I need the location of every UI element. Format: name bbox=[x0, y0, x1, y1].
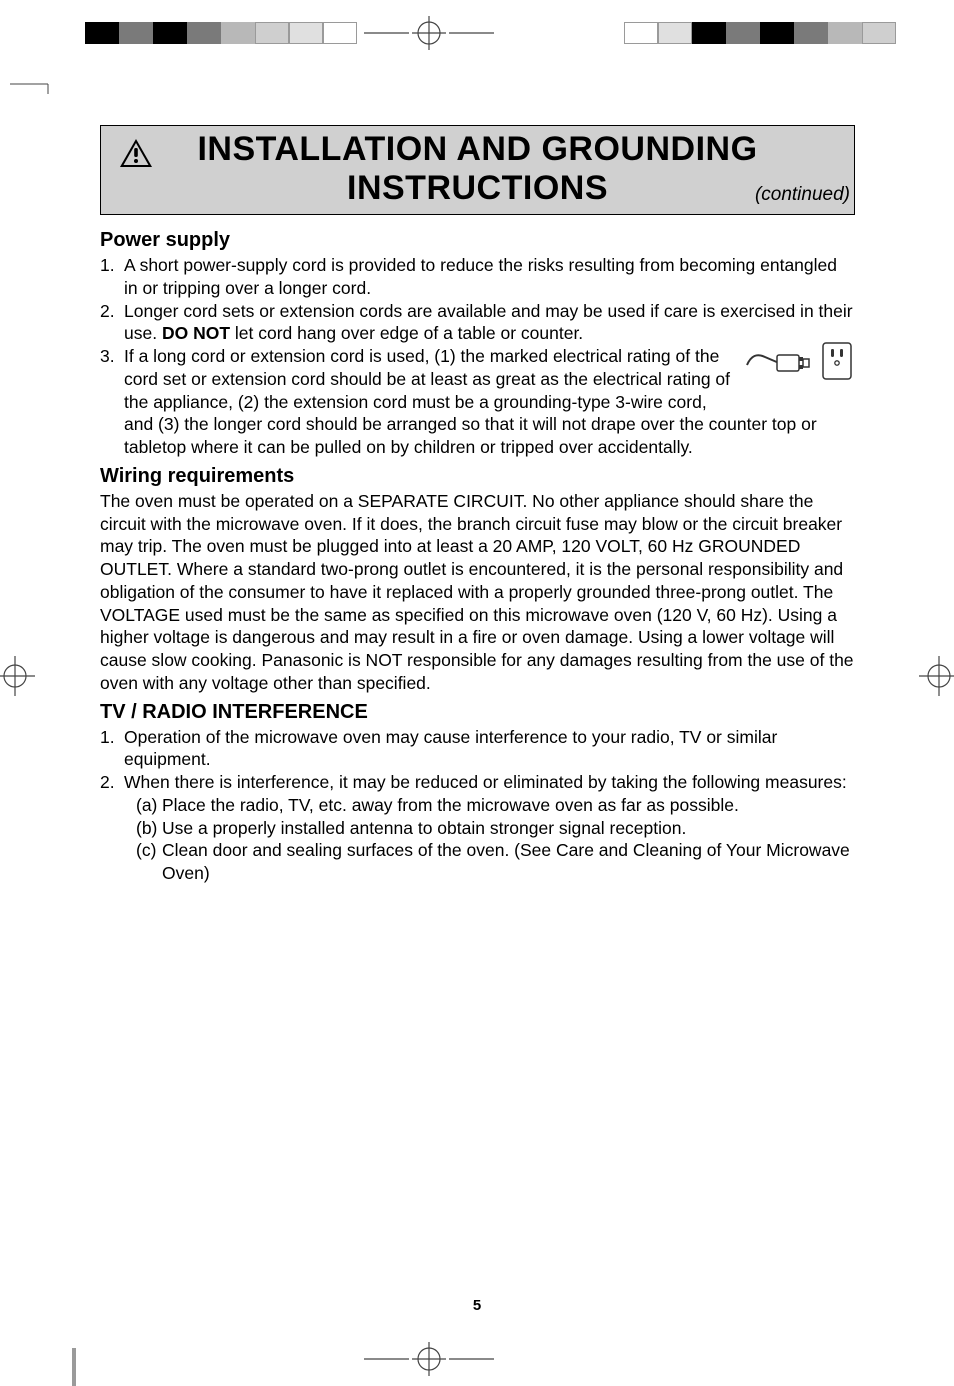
sublist-item: (c) Clean door and sealing surfaces of th… bbox=[136, 839, 855, 885]
interference-heading: TV / RADIO INTERFERENCE bbox=[100, 701, 855, 724]
warning-icon bbox=[119, 138, 153, 173]
continued-label: (continued) bbox=[755, 184, 850, 206]
color-swatch-bar-right bbox=[624, 22, 896, 44]
registration-mark-top bbox=[364, 16, 494, 50]
color-swatch bbox=[658, 22, 692, 44]
color-swatch bbox=[794, 22, 828, 44]
color-swatch bbox=[726, 22, 760, 44]
list-item-text: If a long cord or extension cord is used… bbox=[124, 346, 817, 457]
color-swatch bbox=[221, 22, 255, 44]
color-swatch bbox=[85, 22, 119, 44]
list-item: A short power-supply cord is provided to… bbox=[100, 254, 855, 300]
bold-phrase: DO NOT bbox=[162, 323, 230, 343]
color-swatch bbox=[323, 22, 357, 44]
page-content: INSTALLATION AND GROUNDING INSTRUCTIONS … bbox=[100, 125, 855, 885]
wiring-heading: Wiring requirements bbox=[100, 465, 855, 488]
page-number: 5 bbox=[0, 1297, 954, 1314]
sublist-text: Clean door and sealing surfaces of the o… bbox=[162, 840, 850, 883]
list-item: When there is interference, it may be re… bbox=[100, 771, 855, 885]
sublist-text: Place the radio, TV, etc. away from the … bbox=[162, 795, 739, 815]
list-item-text: Operation of the microwave oven may caus… bbox=[124, 727, 777, 770]
list-item: If a long cord or extension cord is used… bbox=[100, 345, 855, 459]
shadow-mark bbox=[72, 1348, 76, 1386]
section-title: INSTALLATION AND GROUNDING INSTRUCTIONS bbox=[109, 130, 846, 208]
registration-mark-bottom bbox=[364, 1342, 494, 1376]
color-swatch-bar-left bbox=[85, 22, 357, 44]
list-item-text: Longer cord sets or extension cords are … bbox=[124, 301, 853, 344]
power-supply-heading: Power supply bbox=[100, 229, 855, 252]
color-swatch bbox=[119, 22, 153, 44]
color-swatch bbox=[255, 22, 289, 44]
color-swatch bbox=[187, 22, 221, 44]
sublist-marker: (c) bbox=[136, 839, 156, 862]
list-item: Operation of the microwave oven may caus… bbox=[100, 726, 855, 772]
registration-mark-right bbox=[919, 656, 954, 696]
interference-list: Operation of the microwave oven may caus… bbox=[100, 726, 855, 885]
list-item-text: A short power-supply cord is provided to… bbox=[124, 255, 837, 298]
color-swatch bbox=[862, 22, 896, 44]
registration-mark-left bbox=[0, 656, 35, 696]
printer-marks-top bbox=[0, 22, 954, 44]
title-line-1: INSTALLATION AND GROUNDING bbox=[197, 130, 757, 168]
crop-mark-icon bbox=[10, 44, 60, 94]
sublist-marker: (a) bbox=[136, 794, 157, 817]
color-swatch bbox=[624, 22, 658, 44]
color-swatch bbox=[828, 22, 862, 44]
section-header: INSTALLATION AND GROUNDING INSTRUCTIONS … bbox=[100, 125, 855, 215]
sublist-item: (b)Use a properly installed antenna to o… bbox=[136, 817, 855, 840]
power-supply-list: A short power-supply cord is provided to… bbox=[100, 254, 855, 459]
sublist-item: (a)Place the radio, TV, etc. away from t… bbox=[136, 794, 855, 817]
plug-outlet-icon bbox=[745, 337, 855, 391]
title-line-2: INSTRUCTIONS bbox=[347, 169, 608, 207]
sublist-text: Use a properly installed antenna to obta… bbox=[162, 818, 686, 838]
color-swatch bbox=[153, 22, 187, 44]
wiring-body: The oven must be operated on a SEPARATE … bbox=[100, 490, 855, 695]
color-swatch bbox=[760, 22, 794, 44]
list-item: Longer cord sets or extension cords are … bbox=[100, 300, 855, 346]
list-item-text: When there is interference, it may be re… bbox=[124, 772, 847, 792]
color-swatch bbox=[289, 22, 323, 44]
color-swatch bbox=[692, 22, 726, 44]
interference-sublist: (a)Place the radio, TV, etc. away from t… bbox=[124, 794, 855, 885]
sublist-marker: (b) bbox=[136, 817, 157, 840]
